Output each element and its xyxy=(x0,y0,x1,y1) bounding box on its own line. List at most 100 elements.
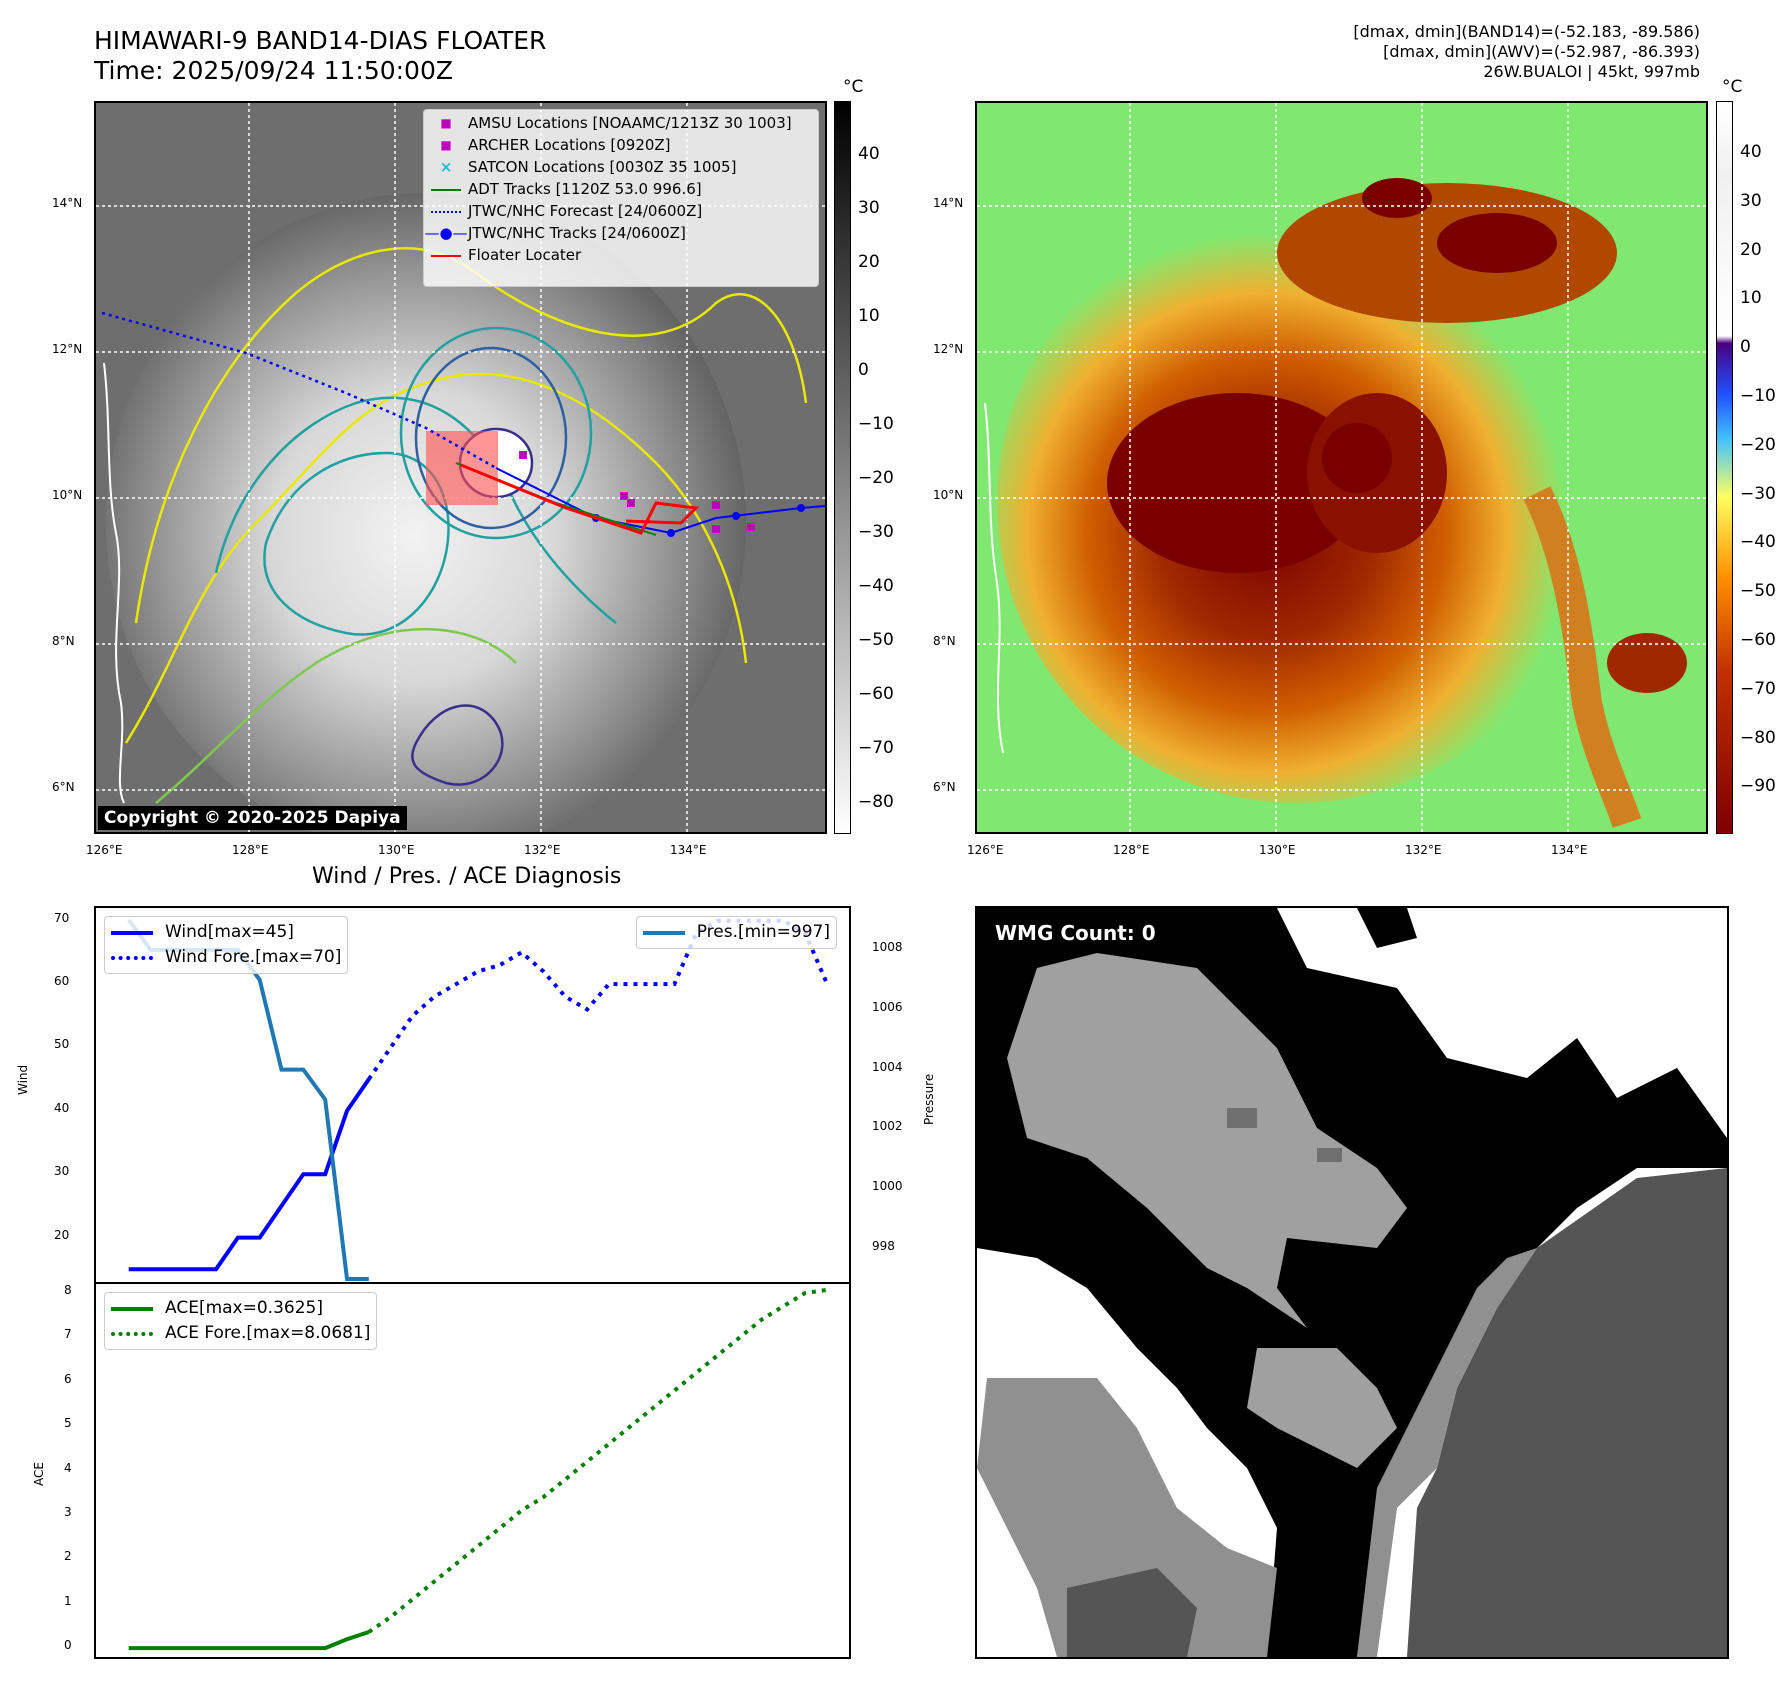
map-lat-label: 6°N xyxy=(52,780,75,794)
awv-colorbar-tick: −80 xyxy=(1740,727,1776,748)
legend-item-floater: Floater Locater xyxy=(424,244,818,266)
map-lon-label: 126°E xyxy=(967,843,1004,857)
ace-tick-label: 7 xyxy=(64,1327,72,1342)
awv-colorbar-tick: −20 xyxy=(1740,434,1776,455)
wmg-grid-image xyxy=(977,908,1727,1657)
awv-colorbar xyxy=(1716,101,1733,834)
solid-line-icon xyxy=(111,930,153,935)
legend-item-pres: Pres.[min=997] xyxy=(642,920,830,945)
map-lat-label: 12°N xyxy=(52,342,83,356)
ace-tick-label: 3 xyxy=(64,1504,72,1519)
series-line-acefore xyxy=(367,1287,828,1634)
pres-legend: Pres.[min=997] xyxy=(635,916,837,949)
wind-tick-label: 70 xyxy=(54,910,70,925)
dotted-line-icon xyxy=(111,1331,153,1336)
dotted-line-icon xyxy=(111,955,153,960)
figure-title: HIMAWARI-9 BAND14-DIAS FLOATER Time: 202… xyxy=(94,26,546,86)
ace-tick-label: 5 xyxy=(64,1416,72,1431)
awv-colorbar-tick: −70 xyxy=(1740,678,1776,699)
awv-map-image xyxy=(977,103,1706,832)
map-lon-label: 132°E xyxy=(524,843,561,857)
ir-colorbar-tick: −80 xyxy=(858,792,894,812)
ace-panel: ACE[max=0.3625] ACE Fore.[max=8.0681] xyxy=(94,1282,851,1659)
square-marker-icon: ■ xyxy=(440,116,452,130)
x-marker-icon: × xyxy=(439,158,453,176)
map-lat-label: 10°N xyxy=(933,488,964,502)
map-lat-label: 12°N xyxy=(933,342,964,356)
map-legend: ■ AMSU Locations [NOAAMC/1213Z 30 1003] ■… xyxy=(423,109,819,287)
pres-tick-label: 998 xyxy=(872,1239,895,1254)
awv-colorbar-tick: −30 xyxy=(1740,483,1776,504)
right-line1: [dmax, dmin](BAND14)=(-52.183, -89.586) xyxy=(1353,22,1700,41)
legend-item-satcon: × SATCON Locations [0030Z 35 1005] xyxy=(424,156,818,178)
series-line-wind xyxy=(128,1078,371,1272)
wind-ylabel: Wind xyxy=(16,1064,30,1095)
line-dot-icon: —●— xyxy=(424,224,468,242)
ir-colorbar xyxy=(834,101,851,834)
pres-tick-label: 1006 xyxy=(872,999,903,1014)
ir-colorbar-tick: −30 xyxy=(858,522,894,542)
ir-colorbar-tick: 40 xyxy=(858,144,880,164)
series-line-ace xyxy=(128,1630,370,1651)
ir-colorbar-tick: 10 xyxy=(858,306,880,326)
ir-colorbar-tick: −50 xyxy=(858,630,894,650)
wind-tick-label: 50 xyxy=(54,1037,70,1052)
awv-colorbar-tick: 20 xyxy=(1740,239,1762,260)
ir-colorbar-tick: −60 xyxy=(858,684,894,704)
pres-tick-label: 1008 xyxy=(872,939,903,954)
wind-legend: Wind[max=45] Wind Fore.[max=70] xyxy=(104,916,349,974)
map-lat-label: 6°N xyxy=(933,780,956,794)
wind-tick-label: 60 xyxy=(54,974,70,989)
pres-ylabel: Pressure xyxy=(922,1073,936,1125)
pres-tick-label: 1000 xyxy=(872,1179,903,1194)
right-line2: [dmax, dmin](AWV)=(-52.987, -86.393) xyxy=(1383,42,1700,61)
right-line3: 26W.BUALOI | 45kt, 997mb xyxy=(1483,62,1700,81)
legend-item-ace-fore: ACE Fore.[max=8.0681] xyxy=(111,1321,370,1346)
awv-colorbar-unit: °C xyxy=(1722,77,1743,97)
solid-line-icon xyxy=(424,244,468,266)
legend-item-wind: Wind[max=45] xyxy=(111,920,341,945)
pres-tick-label: 1004 xyxy=(872,1059,903,1074)
wmg-count-label: WMG Count: 0 xyxy=(987,918,1164,948)
pres-tick-label: 1002 xyxy=(872,1119,903,1134)
legend-item-amsu: ■ AMSU Locations [NOAAMC/1213Z 30 1003] xyxy=(424,112,818,134)
solid-line-icon xyxy=(111,1306,153,1311)
ace-tick-label: 6 xyxy=(64,1371,72,1386)
ir-colorbar-tick: 30 xyxy=(858,198,880,218)
ir-colorbar-tick: −70 xyxy=(858,738,894,758)
legend-item-adt: ADT Tracks [1120Z 53.0 996.6] xyxy=(424,178,818,200)
solid-line-icon xyxy=(424,178,468,200)
wind-tick-label: 30 xyxy=(54,1164,70,1179)
map-lon-label: 128°E xyxy=(1113,843,1150,857)
map-lat-label: 14°N xyxy=(52,196,83,210)
ace-plot xyxy=(128,1287,828,1651)
ir-colorbar-tick: −10 xyxy=(858,414,894,434)
map-lat-label: 10°N xyxy=(52,488,83,502)
map-lat-label: 14°N xyxy=(933,196,964,210)
awv-map-panel xyxy=(975,101,1708,834)
square-marker-icon: ■ xyxy=(440,138,452,152)
wmg-panel: WMG Count: 0 xyxy=(975,906,1729,1659)
awv-colorbar-tick: −10 xyxy=(1740,386,1776,406)
diagnosis-title: Wind / Pres. / ACE Diagnosis xyxy=(312,864,622,889)
wind-tick-label: 40 xyxy=(54,1100,70,1115)
legend-item-jtwc-tracks: —●— JTWC/NHC Tracks [24/0600Z] xyxy=(424,224,686,242)
awv-colorbar-tick: 40 xyxy=(1740,142,1762,162)
dotted-line-icon xyxy=(424,200,468,222)
ace-tick-label: 2 xyxy=(64,1549,72,1564)
awv-colorbar-tick: 0 xyxy=(1740,337,1751,358)
legend-item-ace: ACE[max=0.3625] xyxy=(111,1296,370,1321)
map-lon-label: 132°E xyxy=(1405,843,1442,857)
awv-colorbar-tick: 10 xyxy=(1740,288,1762,309)
solid-line-icon xyxy=(642,930,685,935)
ace-tick-label: 4 xyxy=(64,1460,72,1475)
ace-tick-label: 8 xyxy=(64,1282,72,1297)
wind-tick-label: 20 xyxy=(54,1227,70,1242)
ace-legend: ACE[max=0.3625] ACE Fore.[max=8.0681] xyxy=(104,1292,378,1350)
ace-tick-label: 1 xyxy=(64,1593,72,1608)
ir-colorbar-tick: −40 xyxy=(858,576,894,596)
title-line2: Time: 2025/09/24 11:50:00Z xyxy=(94,56,453,85)
legend-item-archer: ■ ARCHER Locations [0920Z] xyxy=(424,134,818,156)
awv-colorbar-tick: −50 xyxy=(1740,581,1776,602)
map-lon-label: 134°E xyxy=(1551,843,1588,857)
